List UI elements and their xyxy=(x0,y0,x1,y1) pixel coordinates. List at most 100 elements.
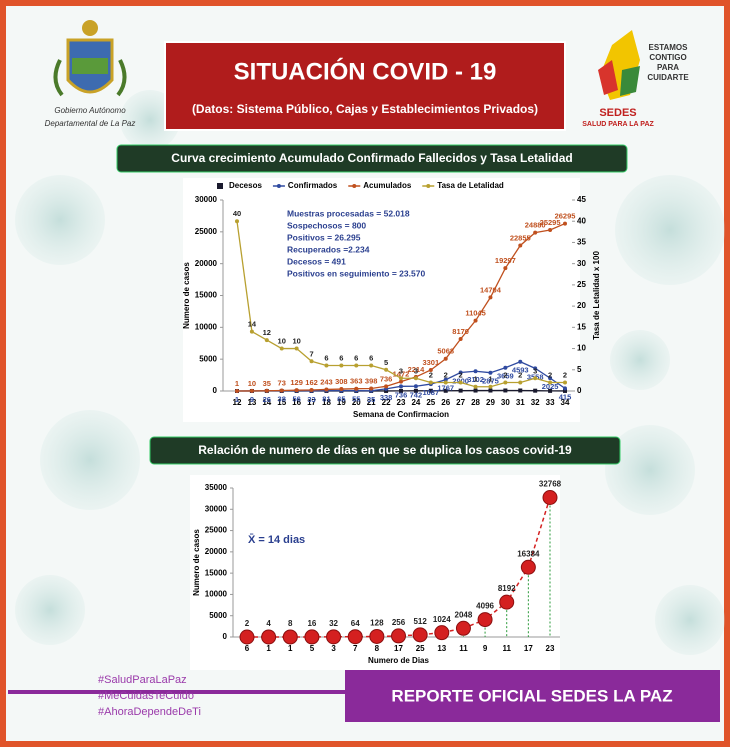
data-label: 32768 xyxy=(539,480,562,489)
marker xyxy=(391,628,406,644)
marker xyxy=(413,384,418,389)
marker xyxy=(326,629,342,645)
y2-axis-label: Tasa de Letalidad x 100 xyxy=(592,251,601,340)
marker xyxy=(548,388,553,393)
x-tick-label: 3 xyxy=(331,644,336,653)
data-label: 19297 xyxy=(495,256,516,265)
legend-label: Decesos xyxy=(229,181,262,190)
footer-line xyxy=(8,690,348,694)
marker xyxy=(294,388,299,393)
annotation: Recuperados =2.234 xyxy=(287,244,370,254)
marker xyxy=(533,376,538,381)
y-tick-label: 5000 xyxy=(209,611,227,620)
marker xyxy=(473,318,478,323)
marker xyxy=(473,384,478,389)
data-label: 16384 xyxy=(517,549,540,558)
data-label: 5 xyxy=(384,358,388,367)
data-label: 7 xyxy=(309,349,313,358)
data-label: 2 xyxy=(548,370,552,379)
marker xyxy=(399,388,403,393)
marker xyxy=(503,365,508,370)
marker xyxy=(412,627,428,643)
marker xyxy=(309,359,314,364)
marker xyxy=(235,388,239,393)
logo-text: Departamental de La Paz xyxy=(45,119,136,128)
marker xyxy=(533,366,538,371)
data-label: 1087 xyxy=(422,388,439,397)
data-label: 1 xyxy=(235,395,239,404)
x-tick-label: 7 xyxy=(353,644,358,653)
chart-title: Curva crecimiento Acumulado Confirmado F… xyxy=(171,151,572,165)
y-tick-label: 15000 xyxy=(195,291,218,300)
data-label: 129 xyxy=(290,378,303,387)
data-label: 3 xyxy=(399,366,403,375)
data-label: 4096 xyxy=(476,602,494,611)
y2-tick-label: 0 xyxy=(577,386,582,395)
marker xyxy=(324,363,329,368)
x-tick-label: 1 xyxy=(288,644,293,653)
marker xyxy=(488,384,493,389)
y-axis-label: Numero de casos xyxy=(192,529,201,596)
x-tick-label: 29 xyxy=(486,398,495,407)
footer-report: REPORTE OFICIAL SEDES LA PAZ xyxy=(391,686,672,705)
data-label: 398 xyxy=(365,376,378,385)
data-label: 736 xyxy=(395,390,408,399)
marker xyxy=(279,388,284,393)
data-label: 14 xyxy=(248,320,257,329)
marker xyxy=(443,380,448,385)
data-label: 56 xyxy=(292,395,300,404)
x-tick-label: 11 xyxy=(502,644,511,653)
annotation: Positivos en seguimiento = 23.570 xyxy=(287,268,425,278)
marker xyxy=(261,629,277,645)
data-label: 2 xyxy=(503,370,507,379)
marker xyxy=(477,612,493,628)
marker xyxy=(309,387,314,392)
x-tick-label: 11 xyxy=(459,644,468,653)
data-label: 243 xyxy=(320,377,333,386)
data-label: 1472 xyxy=(393,370,410,379)
hashtag: #AhoraDependeDeTi xyxy=(98,706,201,718)
x-tick-label: 13 xyxy=(437,644,446,653)
header-subtitle: (Datos: Sistema Público, Cajas y Estable… xyxy=(192,102,538,116)
data-label: 338 xyxy=(380,393,393,402)
x-tick-label: 19 xyxy=(337,398,346,407)
marker xyxy=(518,380,523,385)
marker xyxy=(239,629,255,645)
data-label: 10 xyxy=(248,379,256,388)
data-label: 24880 xyxy=(525,221,546,230)
marker xyxy=(443,377,448,382)
data-label: 2875 xyxy=(482,377,499,386)
x-tick-label: 28 xyxy=(471,398,480,407)
marker xyxy=(235,219,239,224)
x-tick-label: 8 xyxy=(375,644,380,653)
marker xyxy=(249,388,254,393)
data-label: 10 xyxy=(292,337,300,346)
data-label: 38 xyxy=(278,395,286,404)
marker xyxy=(518,243,523,248)
marker xyxy=(458,370,463,375)
marker xyxy=(369,628,385,644)
marker xyxy=(339,363,344,368)
chart-panel xyxy=(183,178,580,422)
x-tick-label: 26 xyxy=(441,398,450,407)
data-label: 3 xyxy=(533,366,537,375)
y2-tick-label: 45 xyxy=(577,195,586,204)
data-label: 1767 xyxy=(437,384,454,393)
data-label: 742 xyxy=(410,390,423,399)
data-label: 8192 xyxy=(498,584,516,593)
sedes: SEDES xyxy=(599,107,636,119)
legend-swatch xyxy=(217,183,223,189)
data-label: 128 xyxy=(370,619,384,628)
x-tick-label: 34 xyxy=(561,398,570,407)
y2-tick-label: 30 xyxy=(577,259,586,268)
marker xyxy=(533,230,538,235)
legend-label: Tasa de Letalidad xyxy=(437,181,504,190)
data-label: 81 xyxy=(322,394,330,403)
marker xyxy=(443,356,448,361)
x-tick-label: 23 xyxy=(546,644,555,653)
logo-left: Gobierno Autónomo Departamental de La Pa… xyxy=(45,20,136,128)
marker xyxy=(399,384,403,389)
y-tick-label: 25000 xyxy=(195,227,218,236)
marker xyxy=(264,388,269,393)
